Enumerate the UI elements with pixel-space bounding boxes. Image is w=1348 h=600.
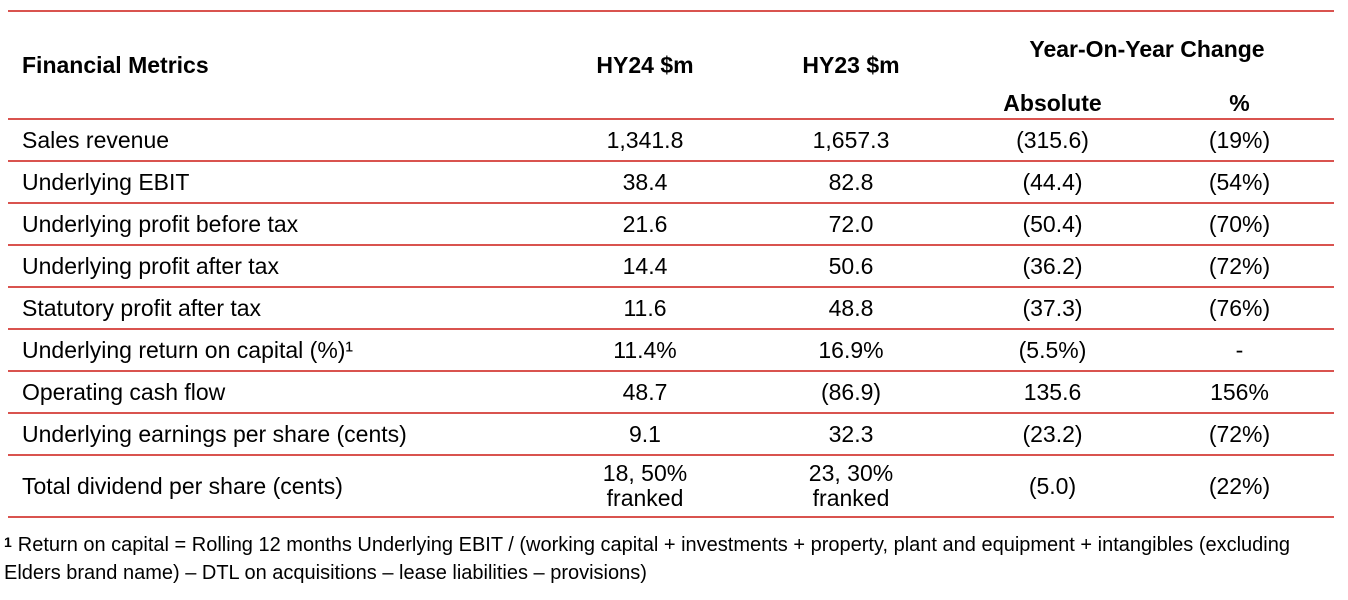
row-hy24-line1: 18, 50% — [602, 460, 688, 486]
row-metric: Underlying return on capital (%)¹ — [22, 336, 354, 363]
row-percent: (19%) — [1208, 126, 1271, 153]
row-percent: (72%) — [1208, 420, 1271, 447]
row-metric: Underlying earnings per share (cents) — [22, 420, 407, 447]
header-hy23: HY23 $m — [802, 51, 900, 78]
table-row: Sales revenue 1,341.8 1,657.3 (315.6) (1… — [8, 120, 1334, 162]
header-absolute: Absolute — [1003, 90, 1102, 116]
row-absolute: (37.3) — [1022, 294, 1083, 321]
table-row: Total dividend per share (cents) 18, 50%… — [8, 456, 1334, 518]
table-row: Underlying profit after tax 14.4 50.6 (3… — [8, 246, 1334, 288]
row-hy24: 18, 50% franked — [548, 461, 742, 511]
row-metric: Sales revenue — [22, 126, 170, 153]
table-row: Underlying profit before tax 21.6 72.0 (… — [8, 204, 1334, 246]
row-absolute: (5.0) — [1028, 472, 1077, 499]
row-percent: (54%) — [1208, 168, 1271, 195]
row-percent: (22%) — [1208, 472, 1271, 499]
header-yoy-change: Year-On-Year Change — [1029, 36, 1265, 62]
row-absolute: (50.4) — [1022, 210, 1083, 237]
row-hy23: 72.0 — [828, 210, 874, 237]
row-hy23: 23, 30% franked — [742, 461, 960, 511]
row-metric: Total dividend per share (cents) — [22, 472, 343, 499]
table-row: Underlying earnings per share (cents) 9.… — [8, 414, 1334, 456]
financial-metrics-table: Financial Metrics HY24 $m HY23 $m Year-O… — [8, 10, 1334, 518]
row-hy24: 11.4% — [613, 336, 677, 363]
footnote-text: Return on capital = Rolling 12 months Un… — [4, 534, 1290, 584]
table-row: Underlying EBIT 38.4 82.8 (44.4) (54%) — [8, 162, 1334, 204]
row-hy24: 11.6 — [623, 294, 667, 321]
row-percent: (72%) — [1208, 252, 1271, 279]
row-hy23: 16.9% — [818, 336, 884, 363]
table-header-row: Financial Metrics HY24 $m HY23 $m Year-O… — [8, 10, 1334, 120]
header-yoy-group: Year-On-Year Change Absolute % — [960, 12, 1334, 118]
row-absolute: (44.4) — [1022, 168, 1083, 195]
row-absolute: (23.2) — [1022, 420, 1083, 447]
row-absolute: (36.2) — [1022, 252, 1083, 279]
row-percent: 156% — [1210, 378, 1269, 405]
row-metric: Underlying EBIT — [22, 168, 190, 195]
row-absolute: 135.6 — [1023, 378, 1082, 405]
row-percent: - — [1235, 336, 1244, 363]
row-metric: Underlying profit before tax — [22, 210, 299, 237]
row-percent: (70%) — [1208, 210, 1271, 237]
row-hy23: 48.8 — [828, 294, 874, 321]
row-hy23: (86.9) — [820, 378, 882, 405]
row-hy24: 1,341.8 — [606, 126, 684, 153]
table-row: Underlying return on capital (%)¹ 11.4% … — [8, 330, 1334, 372]
row-hy23: 50.6 — [828, 252, 874, 279]
row-metric: Underlying profit after tax — [22, 252, 279, 279]
header-percent: % — [1229, 90, 1250, 116]
row-metric: Statutory profit after tax — [22, 294, 262, 321]
row-hy24: 48.7 — [622, 378, 668, 405]
row-hy24: 14.4 — [622, 252, 668, 279]
header-hy24: HY24 $m — [596, 51, 694, 78]
header-financial-metrics: Financial Metrics — [22, 51, 209, 78]
table-row: Statutory profit after tax 11.6 48.8 (37… — [8, 288, 1334, 330]
row-hy24: 38.4 — [622, 168, 668, 195]
footnote-marker: 1 — [4, 534, 12, 550]
footnote: 1 Return on capital = Rolling 12 months U… — [4, 532, 1334, 587]
row-hy23-line2: franked — [812, 485, 890, 511]
row-absolute: (5.5%) — [1018, 336, 1087, 363]
row-percent: (76%) — [1208, 294, 1271, 321]
row-absolute: (315.6) — [1016, 126, 1089, 153]
header-yoy-subheaders: Absolute % — [960, 90, 1334, 117]
row-hy24-line2: franked — [606, 485, 684, 511]
row-hy23: 1,657.3 — [812, 126, 890, 153]
row-hy24: 21.6 — [622, 210, 668, 237]
row-hy24: 9.1 — [629, 420, 661, 447]
table-row: Operating cash flow 48.7 (86.9) 135.6 15… — [8, 372, 1334, 414]
row-hy23: 82.8 — [828, 168, 874, 195]
row-hy23-line1: 23, 30% — [808, 460, 894, 486]
row-hy23: 32.3 — [828, 420, 874, 447]
row-metric: Operating cash flow — [22, 378, 226, 405]
